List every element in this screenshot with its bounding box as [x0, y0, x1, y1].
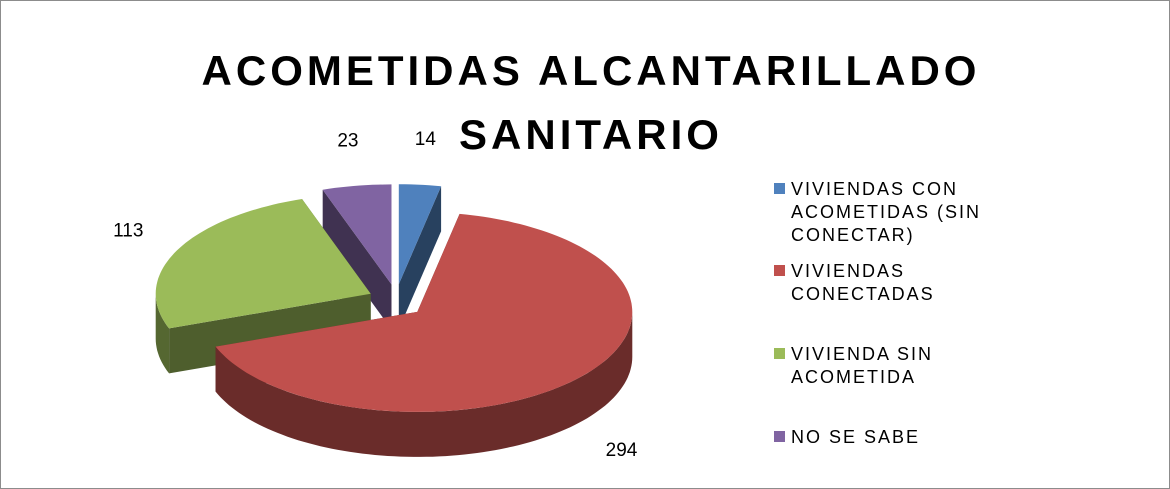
chart-title: ACOMETIDAS ALCANTARILLADO SANITARIO	[201, 47, 981, 158]
slice	[322, 184, 392, 285]
legend-swatch	[774, 265, 785, 276]
slice-side	[398, 186, 442, 330]
slice	[398, 184, 442, 285]
value-label: 113	[113, 220, 143, 241]
value-label: 294	[606, 440, 638, 461]
legend-label: VIVIENDAS CONECTADAS	[791, 261, 935, 304]
value-label: 23	[337, 130, 358, 151]
slice	[155, 199, 371, 329]
legend-label: VIVIENDA SIN ACOMETIDA	[791, 344, 934, 387]
value-label: 14	[415, 129, 437, 150]
slice	[215, 213, 633, 412]
legend-swatch	[774, 183, 785, 194]
legend-swatch	[774, 348, 785, 359]
slice-wall	[215, 311, 633, 457]
legend-label: VIVIENDAS CON ACOMETIDAS (SIN CONECTAR)	[791, 179, 982, 245]
legend-label: NO SE SABE	[791, 427, 921, 447]
legend-swatch	[774, 431, 785, 442]
slice-wall	[155, 293, 170, 374]
slice-side	[322, 189, 392, 330]
